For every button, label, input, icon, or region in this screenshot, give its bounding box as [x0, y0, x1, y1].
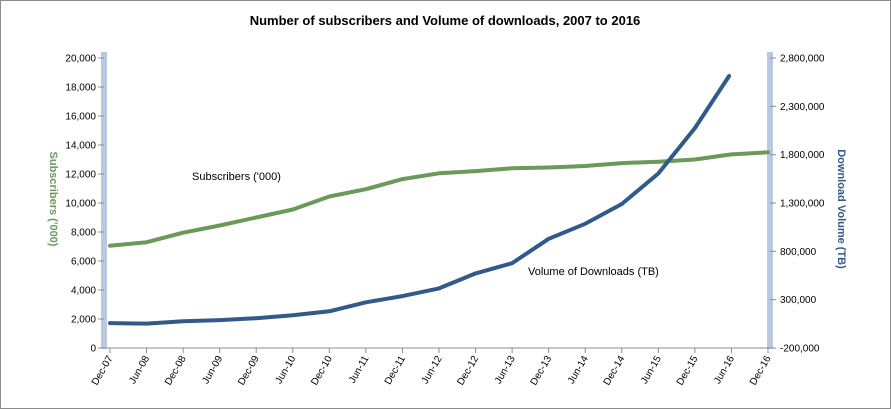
- x-tick-label: Jun-15: [639, 354, 664, 386]
- x-tick-label: Dec-11: [383, 354, 408, 387]
- right-y-axis-label: Download Volume (TB): [835, 149, 847, 269]
- subscribers-annotation: Subscribers ('000): [192, 171, 281, 183]
- x-axis-ticks: Dec-07 Jun-08 Dec-08 Jun-09 Dec-09 Jun-10 Dec-…: [90, 348, 774, 387]
- x-tick-label: Jun-13: [493, 354, 518, 386]
- left-tick-label: 2,000: [71, 315, 96, 326]
- left-tick-label: 0: [90, 344, 96, 355]
- x-tick-label: Dec-14: [602, 354, 628, 388]
- series-layer: [108, 74, 770, 326]
- left-y-axis-band: [101, 52, 107, 349]
- left-y-axis-label: Subscribers ('000): [47, 152, 59, 247]
- left-tick-label: 8,000: [71, 228, 96, 239]
- right-tick-label: 800,000: [780, 247, 817, 258]
- left-tick-label: 6,000: [71, 257, 96, 268]
- x-tick-label: Dec-15: [675, 354, 701, 388]
- x-tick-label: Dec-08: [163, 354, 189, 388]
- x-tick-label: Jun-16: [712, 354, 737, 386]
- right-tick-label: 1,300,000: [780, 199, 825, 210]
- x-tick-label: Jun-12: [420, 354, 445, 386]
- left-tick-label: 10,000: [65, 199, 96, 210]
- left-tick-label: 4,000: [71, 286, 96, 297]
- series-line: [108, 150, 770, 248]
- right-tick-label: 2,300,000: [780, 102, 825, 113]
- x-tick-label: Dec-13: [529, 354, 555, 388]
- x-tick-label: Dec-12: [456, 354, 482, 388]
- left-tick-label: 14,000: [65, 141, 96, 152]
- left-tick-label: 20,000: [65, 54, 96, 65]
- left-tick-label: 18,000: [65, 83, 96, 94]
- chart-title: Number of subscribers and Volume of down…: [250, 13, 641, 28]
- right-tick-label: 2,800,000: [780, 54, 825, 65]
- left-y-axis-ticks: 0 2,000 4,000 6,000 8,000 10,000 12,000 14,000 1…: [65, 54, 104, 355]
- right-tick-label: -200,000: [780, 344, 820, 355]
- x-tick-label: Jun-11: [347, 354, 372, 386]
- right-y-axis-ticks: -200,000 300,000 800,000 1,300,000 1,800,000…: [770, 54, 825, 355]
- right-tick-label: 1,800,000: [780, 150, 825, 161]
- left-tick-label: 12,000: [65, 170, 96, 181]
- downloads-annotation: Volume of Downloads (TB): [528, 266, 659, 278]
- series-line: [108, 74, 732, 326]
- x-tick-label: Jun-14: [566, 354, 591, 386]
- right-tick-label: 300,000: [780, 295, 817, 306]
- left-tick-label: 16,000: [65, 112, 96, 123]
- x-tick-label: Jun-09: [200, 354, 225, 386]
- x-tick-label: Dec-07: [90, 354, 116, 388]
- right-y-axis-band: [767, 52, 773, 349]
- x-tick-label: Dec-16: [748, 354, 774, 388]
- x-tick-label: Jun-10: [274, 354, 299, 386]
- x-tick-label: Jun-08: [127, 354, 152, 386]
- x-tick-label: Dec-10: [309, 354, 335, 388]
- x-tick-label: Dec-09: [236, 354, 262, 388]
